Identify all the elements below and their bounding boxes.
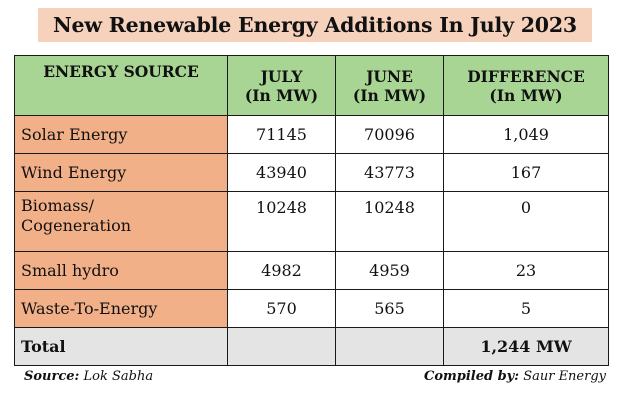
cell-source: Waste-To-Energy xyxy=(14,289,228,328)
energy-table: ENERGY SOURCE JULY (In MW) JUNE (In MW) … xyxy=(14,55,609,366)
total-row: Total 1,244 MW xyxy=(14,327,609,366)
cell-june: 43773 xyxy=(335,153,444,192)
cell-source: Solar Energy xyxy=(14,115,228,154)
header-row: ENERGY SOURCE JULY (In MW) JUNE (In MW) … xyxy=(14,55,609,116)
cell-june: 565 xyxy=(335,289,444,328)
source-value: Lok Sabha xyxy=(83,369,154,384)
cell-july: 4982 xyxy=(227,251,336,290)
total-label: Total xyxy=(14,327,228,366)
cell-july: 43940 xyxy=(227,153,336,192)
column-header-july: JULY (In MW) xyxy=(227,55,336,116)
column-header-energy-source: ENERGY SOURCE xyxy=(14,55,228,116)
cell-source: Wind Energy xyxy=(14,153,228,192)
source-line: Cogeneration xyxy=(21,216,132,235)
total-june xyxy=(335,327,444,366)
table-row: Solar Energy 71145 70096 1,049 xyxy=(14,115,609,154)
cell-difference: 1,049 xyxy=(443,115,609,154)
table-row: Small hydro 4982 4959 23 xyxy=(14,251,609,290)
source-note: Source: Lok Sabha xyxy=(24,369,153,384)
compiled-label: Compiled by: xyxy=(423,369,520,384)
header-unit: (In MW) xyxy=(352,85,427,105)
page-title: New Renewable Energy Additions In July 2… xyxy=(38,8,592,42)
header-unit: (In MW) xyxy=(244,85,319,105)
cell-june: 4959 xyxy=(335,251,444,290)
header-line: DIFFERENCE xyxy=(467,66,585,86)
cell-difference: 23 xyxy=(443,251,609,290)
column-header-difference: DIFFERENCE (In MW) xyxy=(443,55,609,116)
table-row: Biomass/ Cogeneration 10248 10248 0 xyxy=(14,191,609,252)
compiled-value: Saur Energy xyxy=(523,369,606,384)
total-july xyxy=(227,327,336,366)
cell-difference: 167 xyxy=(443,153,609,192)
total-difference: 1,244 MW xyxy=(443,327,609,366)
table-row: Waste-To-Energy 570 565 5 xyxy=(14,289,609,328)
column-header-june: JUNE (In MW) xyxy=(335,55,444,116)
compiled-note: Compiled by: Saur Energy xyxy=(424,369,606,384)
header-line: JUNE xyxy=(366,66,413,86)
cell-source: Biomass/ Cogeneration xyxy=(14,191,228,252)
cell-july: 570 xyxy=(227,289,336,328)
cell-source: Small hydro xyxy=(14,251,228,290)
cell-june: 10248 xyxy=(335,191,444,252)
header-unit: (In MW) xyxy=(489,85,563,105)
cell-july: 71145 xyxy=(227,115,336,154)
cell-june: 70096 xyxy=(335,115,444,154)
source-line: Biomass/ xyxy=(21,196,95,215)
header-line: JULY xyxy=(260,66,303,86)
cell-july: 10248 xyxy=(227,191,336,252)
cell-difference: 0 xyxy=(443,191,609,252)
cell-difference: 5 xyxy=(443,289,609,328)
header-line: ENERGY SOURCE xyxy=(43,62,199,81)
table-row: Wind Energy 43940 43773 167 xyxy=(14,153,609,192)
source-label: Source: xyxy=(24,369,80,384)
